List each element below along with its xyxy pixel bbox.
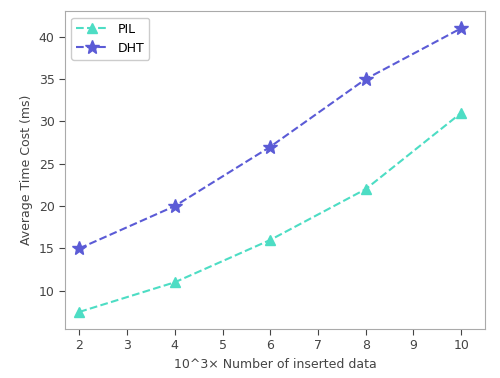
PIL <box>362 187 368 191</box>
Line: PIL: PIL <box>74 108 466 317</box>
PIL <box>267 238 273 242</box>
Line: DHT: DHT <box>72 21 468 256</box>
DHT <box>267 144 273 149</box>
DHT <box>362 77 368 81</box>
DHT <box>172 204 178 208</box>
PIL <box>172 280 178 285</box>
PIL <box>76 310 82 314</box>
Legend: PIL, DHT: PIL, DHT <box>72 18 149 60</box>
Y-axis label: Average Time Cost (ms): Average Time Cost (ms) <box>20 95 33 245</box>
PIL <box>458 111 464 115</box>
DHT <box>458 26 464 31</box>
X-axis label: 10^3× Number of inserted data: 10^3× Number of inserted data <box>174 358 376 371</box>
DHT <box>76 246 82 251</box>
